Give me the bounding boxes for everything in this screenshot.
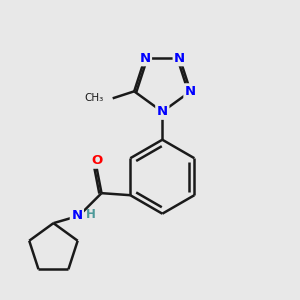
Text: N: N	[174, 52, 185, 65]
Text: CH₃: CH₃	[84, 93, 104, 103]
Text: H: H	[86, 208, 96, 221]
Text: N: N	[185, 85, 196, 98]
Text: O: O	[91, 154, 102, 167]
Text: N: N	[140, 52, 151, 65]
Text: N: N	[71, 209, 82, 222]
Text: N: N	[157, 105, 168, 118]
